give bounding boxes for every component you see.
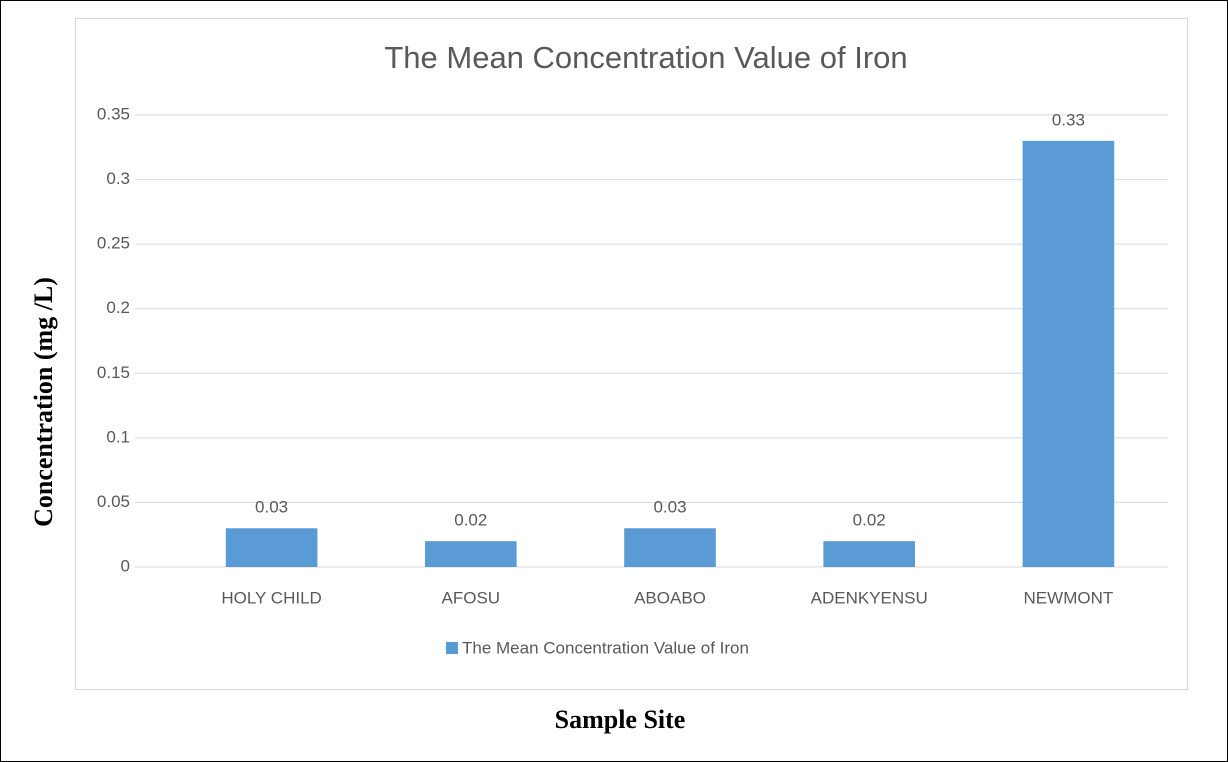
bar <box>424 541 517 567</box>
bar <box>624 528 716 567</box>
x-tick-label: ABOABO <box>634 588 706 607</box>
x-tick-label: NEWMONT <box>1024 588 1114 607</box>
y-tick-label: 0.15 <box>97 363 130 382</box>
legend-label: The Mean Concentration Value of Iron <box>462 638 749 657</box>
data-label: 0.03 <box>255 498 288 517</box>
x-tick-label: ADENKYENSU <box>811 588 928 607</box>
chart-title: The Mean Concentration Value of Iron <box>384 40 907 75</box>
y-tick-label: 0.2 <box>106 298 130 317</box>
x-tick-label: AFOSU <box>442 588 501 607</box>
y-tick-label: 0.1 <box>106 427 130 446</box>
data-label: 0.02 <box>853 511 886 530</box>
x-axis-label: Sample Site <box>555 705 686 734</box>
x-tick-label: HOLY CHILD <box>221 588 321 607</box>
y-tick-label: 0.3 <box>106 169 130 188</box>
y-axis-label: Concentration (mg /L) <box>29 277 58 527</box>
y-tick-label: 0.35 <box>97 104 130 123</box>
data-label: 0.03 <box>653 498 686 517</box>
bar <box>1022 140 1115 568</box>
y-tick-label: 0.05 <box>97 492 130 511</box>
data-label: 0.02 <box>454 511 487 530</box>
bar <box>225 528 318 567</box>
y-tick-label: 0.25 <box>97 234 130 253</box>
legend-swatch <box>446 642 458 654</box>
bar <box>823 541 916 567</box>
y-tick-label: 0 <box>121 556 130 575</box>
data-label: 0.33 <box>1052 110 1085 129</box>
chart-area <box>75 18 1188 690</box>
